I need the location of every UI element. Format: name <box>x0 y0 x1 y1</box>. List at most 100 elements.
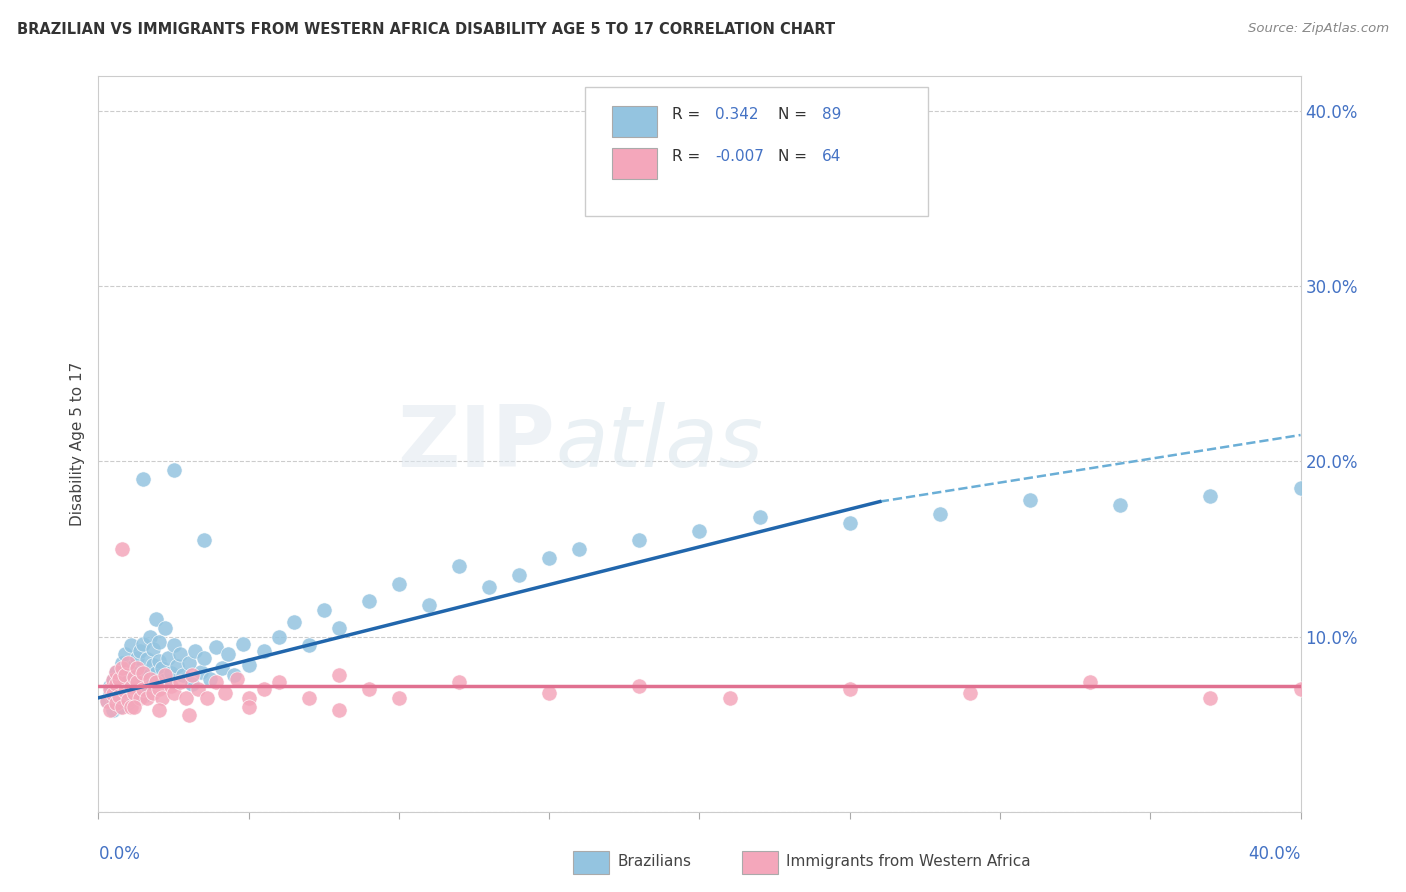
Point <box>103 703 125 717</box>
Point <box>148 703 170 717</box>
Point <box>132 666 155 681</box>
Point <box>111 668 134 682</box>
Point <box>148 654 170 668</box>
Point <box>180 677 202 691</box>
Point <box>217 647 239 661</box>
Point <box>141 657 163 672</box>
Point <box>121 699 143 714</box>
Point <box>388 577 411 591</box>
Point <box>153 668 176 682</box>
Point <box>105 696 128 710</box>
Point <box>153 673 176 688</box>
Point <box>172 668 194 682</box>
Point <box>357 594 380 608</box>
Point <box>103 673 125 688</box>
Point <box>105 665 128 679</box>
Y-axis label: Disability Age 5 to 17: Disability Age 5 to 17 <box>69 361 84 526</box>
Point <box>253 681 276 696</box>
Point <box>138 672 160 686</box>
Point <box>195 690 218 705</box>
FancyBboxPatch shape <box>741 851 778 874</box>
Point <box>232 636 254 650</box>
Text: R =: R = <box>672 107 704 122</box>
Point <box>114 681 136 695</box>
Point <box>108 689 131 703</box>
Point <box>222 668 245 682</box>
Text: Brazilians: Brazilians <box>617 855 692 870</box>
Point <box>129 675 152 690</box>
FancyBboxPatch shape <box>612 148 658 178</box>
Point <box>100 681 122 696</box>
Text: Source: ZipAtlas.com: Source: ZipAtlas.com <box>1249 22 1389 36</box>
Text: N =: N = <box>778 149 811 164</box>
Point <box>959 685 981 699</box>
Point <box>129 690 152 705</box>
Point <box>105 696 128 710</box>
Point <box>283 615 305 630</box>
Point <box>114 668 136 682</box>
Point <box>1289 481 1312 495</box>
Point <box>105 677 128 691</box>
Point <box>508 568 530 582</box>
Point <box>298 638 321 652</box>
Point <box>312 603 335 617</box>
Point <box>127 681 149 696</box>
Point <box>111 692 134 706</box>
FancyBboxPatch shape <box>574 851 609 874</box>
Point <box>124 670 146 684</box>
Point <box>267 630 290 644</box>
Point <box>145 666 167 681</box>
Point <box>568 541 591 556</box>
Point <box>127 650 149 665</box>
Text: 40.0%: 40.0% <box>1249 845 1301 863</box>
Point <box>169 675 191 690</box>
Point <box>180 668 202 682</box>
Point <box>124 659 146 673</box>
Point <box>117 656 139 670</box>
Point <box>1109 498 1132 512</box>
Point <box>111 699 134 714</box>
Point <box>177 656 200 670</box>
Point <box>129 643 152 657</box>
Point <box>267 675 290 690</box>
Point <box>124 672 146 686</box>
Point <box>127 675 149 690</box>
Point <box>177 708 200 723</box>
Point <box>117 661 139 675</box>
Point <box>1289 681 1312 696</box>
Point <box>538 685 561 699</box>
Point <box>929 507 952 521</box>
Point <box>148 681 170 696</box>
Point <box>148 634 170 648</box>
Point <box>838 516 860 530</box>
Point <box>238 690 260 705</box>
Point <box>135 652 157 666</box>
Point <box>121 638 143 652</box>
Point <box>253 643 276 657</box>
Point <box>1199 690 1222 705</box>
Point <box>688 524 710 539</box>
Point <box>132 472 155 486</box>
Text: -0.007: -0.007 <box>716 149 763 164</box>
Point <box>100 679 122 693</box>
Point <box>718 690 741 705</box>
Point <box>162 685 184 699</box>
Text: ZIP: ZIP <box>398 402 555 485</box>
Point <box>132 681 155 696</box>
Point <box>105 665 128 679</box>
Point <box>108 687 131 701</box>
Point <box>1078 675 1101 690</box>
Point <box>328 668 350 682</box>
Point <box>121 683 143 698</box>
Point <box>121 681 143 695</box>
Point <box>159 679 181 693</box>
Point <box>748 510 770 524</box>
Point <box>100 685 122 699</box>
Point <box>211 661 233 675</box>
Point <box>145 675 167 690</box>
Point <box>153 621 176 635</box>
Text: atlas: atlas <box>555 402 763 485</box>
Point <box>214 685 236 699</box>
FancyBboxPatch shape <box>585 87 928 216</box>
Point <box>108 672 131 686</box>
